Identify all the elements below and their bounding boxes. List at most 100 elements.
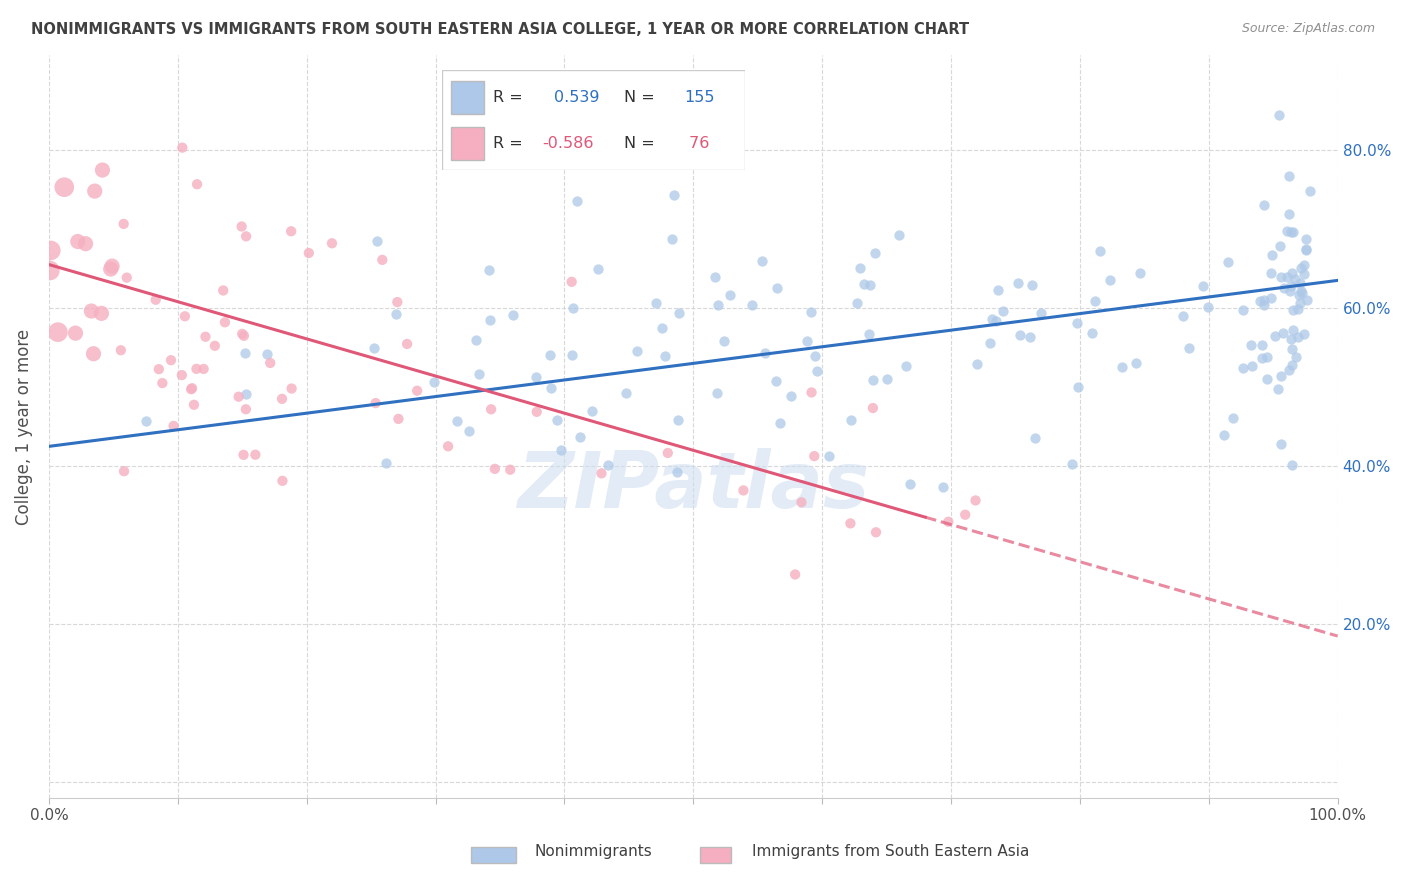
Point: [1278, 207, 1301, 221]
Point: [538, 348, 561, 362]
Point: [938, 515, 960, 529]
Point: [1295, 242, 1317, 256]
Point: [387, 295, 409, 310]
Point: [1278, 284, 1301, 298]
Point: [1289, 261, 1312, 276]
Point: [862, 401, 884, 415]
Point: [135, 415, 157, 429]
Point: [1278, 169, 1301, 183]
Point: [235, 402, 257, 417]
Point: [800, 304, 823, 318]
Point: [1098, 273, 1121, 287]
Point: [1278, 363, 1301, 377]
Point: [1090, 244, 1112, 258]
Point: [366, 234, 388, 248]
Point: [180, 382, 202, 396]
Point: [754, 346, 776, 360]
Point: [1281, 303, 1303, 318]
Point: [668, 306, 690, 320]
Point: [1264, 328, 1286, 343]
Point: [1192, 279, 1215, 293]
Point: [204, 339, 226, 353]
Point: [1282, 225, 1305, 239]
Point: [1256, 371, 1278, 385]
Point: [733, 483, 755, 498]
Point: [853, 277, 876, 292]
Point: [468, 367, 491, 381]
Point: [1019, 330, 1042, 344]
Point: [965, 493, 987, 508]
Point: [232, 328, 254, 343]
Point: [666, 465, 689, 479]
Point: [859, 277, 882, 292]
Point: [1008, 328, 1031, 343]
Point: [1268, 238, 1291, 252]
Point: [751, 254, 773, 268]
Point: [588, 262, 610, 277]
Point: [1299, 184, 1322, 198]
Point: [1286, 330, 1309, 344]
Point: [785, 567, 807, 582]
Point: [876, 372, 898, 386]
Point: [1281, 266, 1303, 280]
Point: [364, 396, 387, 410]
Point: [457, 425, 479, 439]
Point: [321, 236, 343, 251]
Point: [80, 304, 103, 318]
Point: [1232, 361, 1254, 376]
Point: [706, 386, 728, 401]
Point: [231, 326, 253, 341]
Point: [1284, 350, 1306, 364]
Point: [90, 306, 112, 320]
Point: [162, 418, 184, 433]
Point: [889, 228, 911, 243]
Point: [115, 270, 138, 285]
Point: [718, 288, 741, 302]
Point: [1270, 436, 1292, 450]
Point: [661, 232, 683, 246]
Point: [1279, 279, 1302, 293]
Point: [806, 364, 828, 378]
Point: [183, 398, 205, 412]
Point: [1296, 293, 1319, 307]
Point: [800, 385, 823, 400]
Point: [803, 449, 825, 463]
Point: [769, 417, 792, 431]
Y-axis label: College, 1 year or more: College, 1 year or more: [15, 328, 32, 524]
Point: [651, 320, 673, 334]
Point: [765, 375, 787, 389]
Point: [1007, 277, 1029, 291]
Point: [955, 508, 977, 522]
Point: [1240, 338, 1263, 352]
Point: [371, 252, 394, 267]
Point: [245, 448, 267, 462]
Point: [865, 525, 887, 540]
Point: [479, 402, 502, 417]
Point: [741, 298, 763, 312]
Point: [560, 348, 582, 362]
Point: [1249, 294, 1271, 309]
Point: [818, 449, 841, 463]
Text: NONIMMIGRANTS VS IMMIGRANTS FROM SOUTH EASTERN ASIA COLLEGE, 1 YEAR OR MORE CORR: NONIMMIGRANTS VS IMMIGRANTS FROM SOUTH E…: [31, 22, 969, 37]
Point: [1253, 298, 1275, 312]
Point: [1288, 288, 1310, 302]
Point: [112, 464, 135, 478]
Point: [228, 390, 250, 404]
Point: [591, 467, 613, 481]
Point: [569, 430, 592, 444]
Point: [186, 362, 208, 376]
Point: [984, 314, 1007, 328]
Point: [464, 333, 486, 347]
Point: [1197, 300, 1219, 314]
Point: [1232, 302, 1254, 317]
Point: [53, 180, 76, 194]
Point: [839, 516, 862, 531]
Point: [1270, 369, 1292, 384]
Point: [1271, 326, 1294, 340]
Point: [540, 381, 562, 395]
Point: [1267, 108, 1289, 122]
Point: [194, 330, 217, 344]
Point: [1275, 269, 1298, 284]
Point: [1222, 410, 1244, 425]
Text: Source: ZipAtlas.com: Source: ZipAtlas.com: [1241, 22, 1375, 36]
